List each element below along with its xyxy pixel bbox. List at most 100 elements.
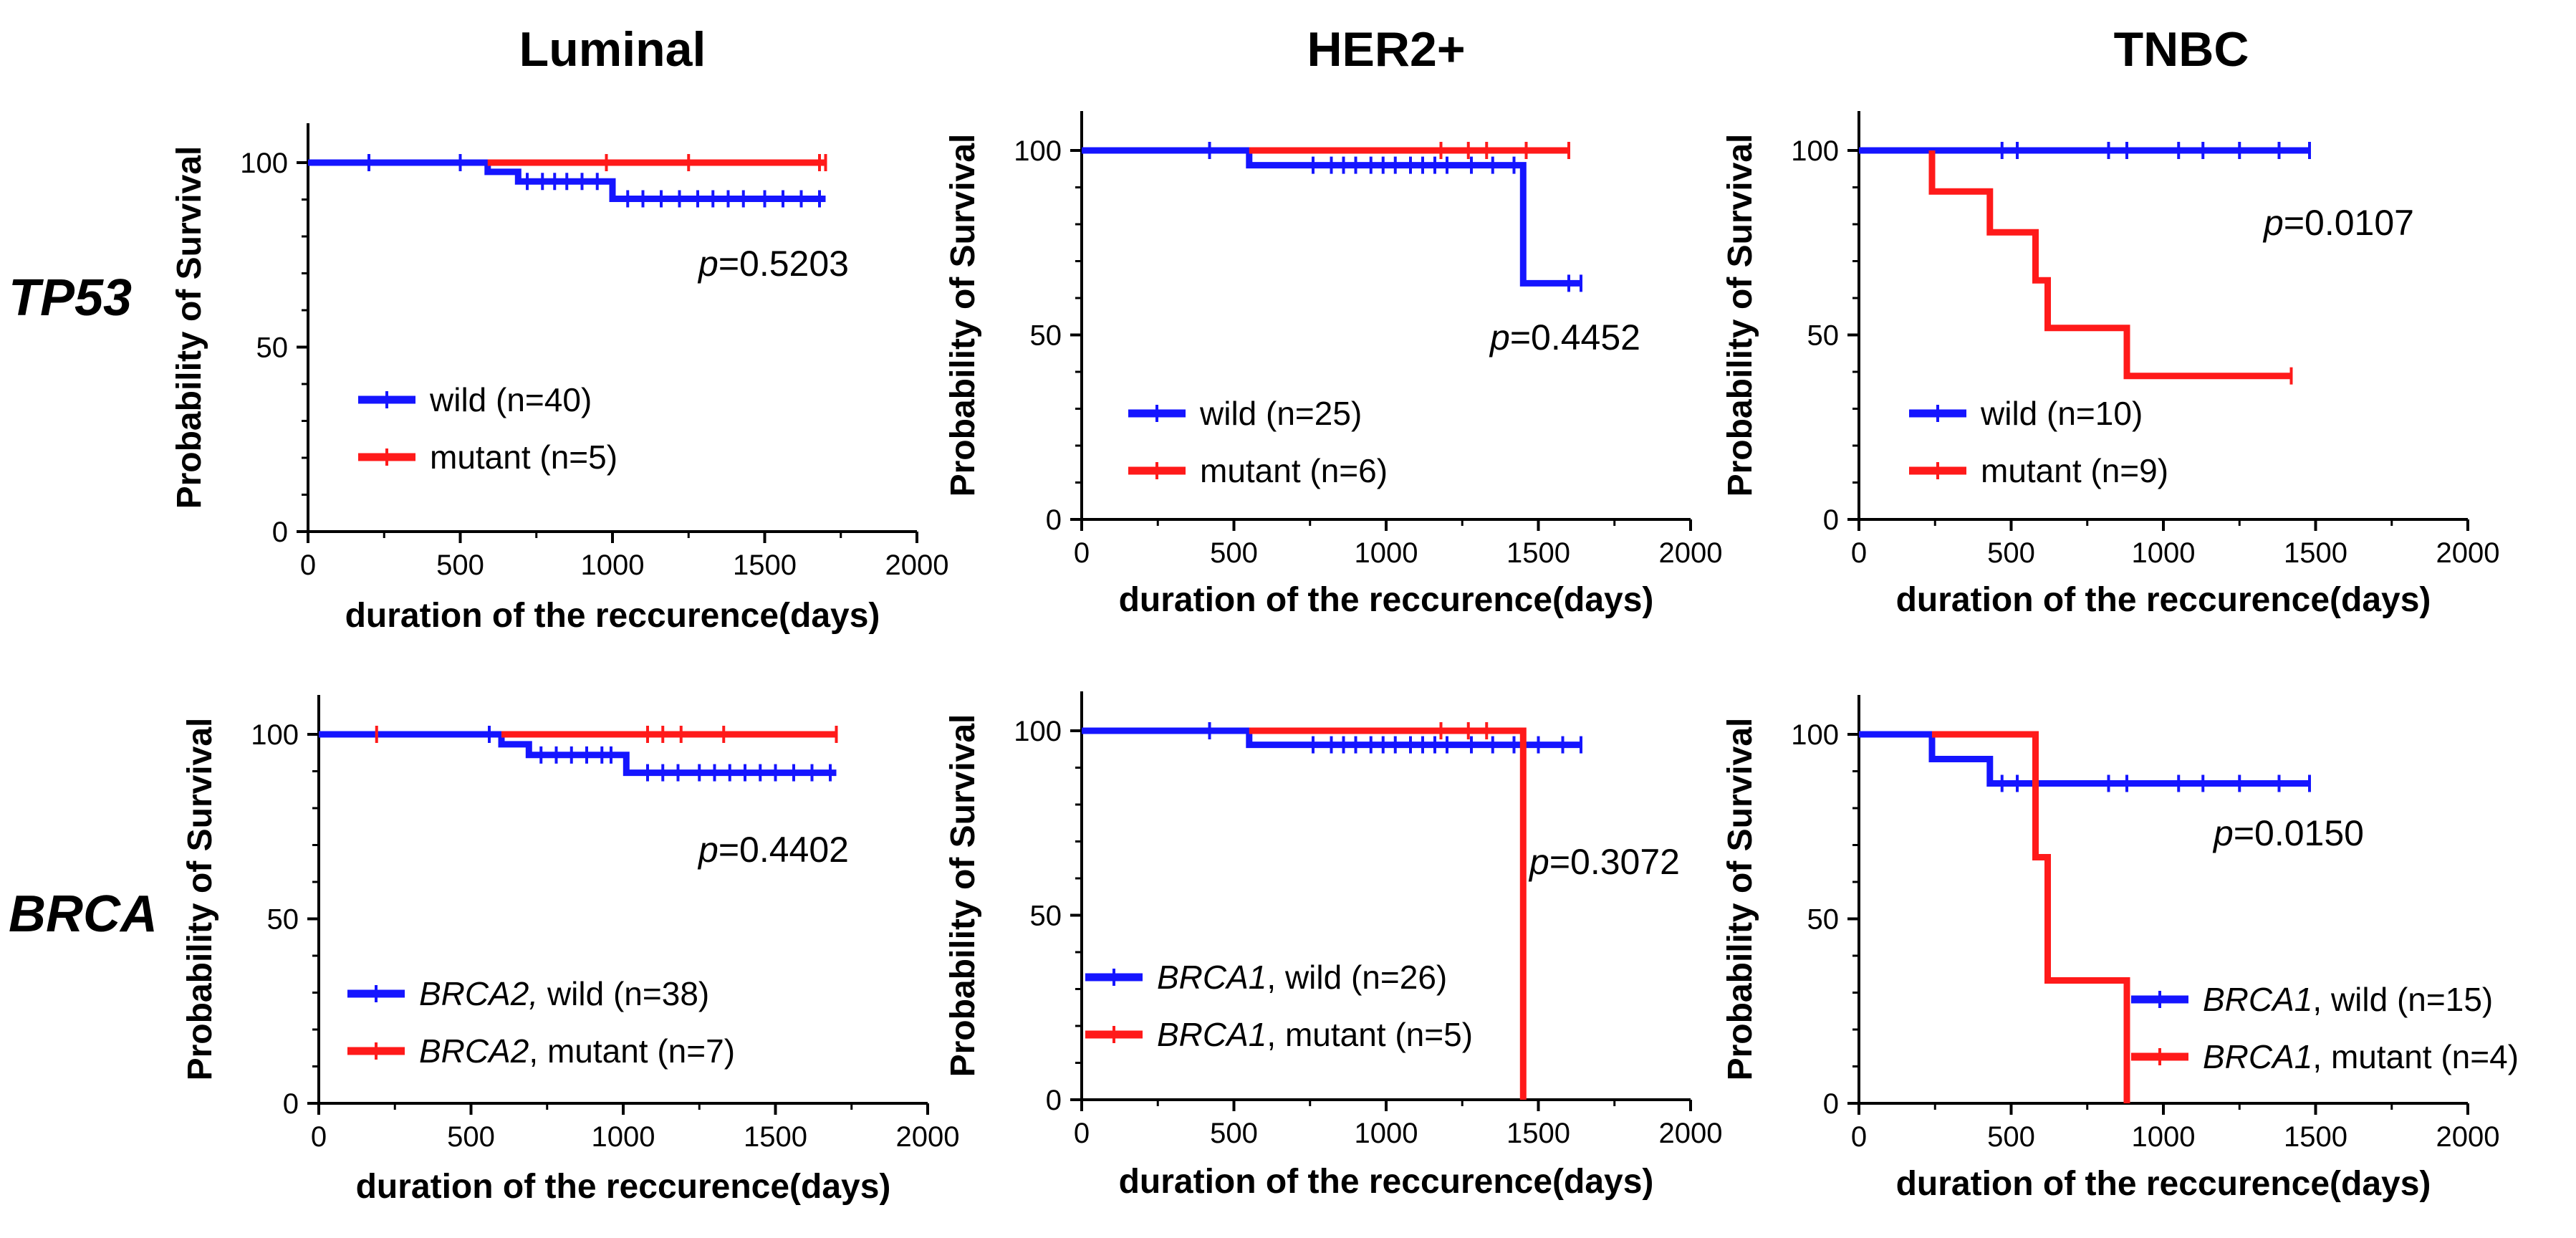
- p-value: p=0.5203: [697, 244, 849, 284]
- x-tick-label: 1500: [2284, 537, 2347, 569]
- legend-group: wild (n=10): [1980, 395, 2143, 432]
- p-value: p=0.0107: [2262, 203, 2414, 243]
- survival-line-1: [1249, 727, 1527, 1100]
- p-number: =0.3072: [1549, 842, 1680, 882]
- p-number: =0.0150: [2234, 813, 2364, 853]
- p-symbol: p: [697, 244, 719, 284]
- y-tick-label: 50: [267, 904, 299, 936]
- x-tick-label: 500: [436, 550, 484, 581]
- survival-line-0: [1859, 731, 2310, 787]
- x-tick-label: 1500: [1506, 537, 1570, 569]
- y-tick-label: 50: [1807, 904, 1840, 936]
- legend-group: mutant (n=9): [1981, 452, 2168, 489]
- x-tick-label: 1000: [2132, 1121, 2196, 1153]
- legend-group: , wild (n=26): [1267, 959, 1447, 996]
- y-tick-label: 50: [1807, 320, 1840, 352]
- y-tick-label: 0: [1046, 504, 1062, 536]
- legend-label-0: BRCA1, wild (n=26): [1157, 959, 1447, 996]
- x-tick-label: 2000: [2436, 1121, 2500, 1153]
- x-axis-title: duration of the reccurence(days): [356, 1168, 891, 1206]
- legend-label-0: wild (n=25): [1199, 395, 1362, 432]
- y-tick-label: 0: [283, 1088, 299, 1120]
- x-tick-label: 1000: [1355, 1118, 1418, 1149]
- x-tick-label: 1000: [581, 550, 645, 581]
- x-tick-label: 1500: [733, 550, 797, 581]
- x-tick-label: 2000: [885, 550, 949, 581]
- p-symbol: p: [697, 830, 719, 870]
- p-symbol: p: [1489, 317, 1510, 358]
- p-number: =0.4402: [719, 830, 849, 870]
- legend-gene: BRCA2,: [419, 975, 538, 1012]
- p-value: p=0.4452: [1489, 317, 1640, 358]
- y-axis-title: Probability of Survival: [170, 146, 208, 509]
- x-tick-label: 0: [1074, 1118, 1090, 1149]
- legend-label-1: BRCA1, mutant (n=4): [2203, 1038, 2519, 1075]
- legend-group: , mutant (n=5): [1267, 1016, 1473, 1053]
- x-tick-label: 500: [1210, 537, 1258, 569]
- y-tick-label: 0: [272, 517, 288, 548]
- survival-line-0: [1082, 147, 1581, 287]
- x-tick-label: 1500: [1506, 1118, 1570, 1149]
- legend-gene: BRCA2: [419, 1032, 529, 1070]
- survival-line-0: [1082, 727, 1581, 749]
- x-tick-label: 500: [1987, 537, 2035, 569]
- x-tick-label: 1000: [1355, 537, 1418, 569]
- x-axis-title: duration of the reccurence(days): [1119, 581, 1654, 619]
- legend-gene: BRCA1: [2203, 981, 2312, 1018]
- y-axis-title: Probability of Survival: [944, 714, 982, 1078]
- x-axis-title: duration of the reccurence(days): [1119, 1163, 1654, 1201]
- legend-group: mutant (n=5): [430, 438, 617, 476]
- y-tick-label: 0: [1823, 504, 1839, 536]
- x-tick-label: 1500: [744, 1121, 807, 1153]
- y-tick-label: 100: [1014, 135, 1062, 167]
- x-tick-label: 0: [1851, 537, 1867, 569]
- x-tick-label: 0: [311, 1121, 327, 1153]
- x-tick-label: 2000: [1659, 537, 1723, 569]
- y-tick-label: 100: [1014, 716, 1062, 747]
- chart-brca-luminal: 0 500 1000 1500 2000 0 50 100 duration of the re…: [181, 695, 959, 1206]
- p-number: =0.5203: [719, 244, 849, 284]
- p-number: =0.4452: [1510, 317, 1640, 358]
- y-axis-title: Probability of Survival: [1721, 718, 1759, 1081]
- x-tick-label: 0: [1851, 1121, 1867, 1153]
- survival-line-1: [1928, 150, 2292, 380]
- p-symbol: p: [2262, 203, 2284, 243]
- legend-group: , mutant (n=7): [529, 1032, 735, 1070]
- legend-label-0: wild (n=10): [1980, 395, 2143, 432]
- legend-gene: BRCA1: [1157, 959, 1267, 996]
- legend-label-1: mutant (n=5): [430, 438, 617, 476]
- legend-group: , mutant (n=4): [2312, 1038, 2519, 1075]
- x-tick-label: 0: [1074, 537, 1090, 569]
- y-axis-title: Probability of Survival: [181, 718, 219, 1081]
- legend-group: wild (n=25): [1199, 395, 1362, 432]
- y-tick-label: 100: [251, 719, 299, 751]
- chart-tp53-tnbc: 0 500 1000 1500 2000 0 50 100 duration of the re…: [1721, 111, 2499, 619]
- x-tick-label: 0: [300, 550, 316, 581]
- legend-label-1: BRCA1, mutant (n=5): [1157, 1016, 1473, 1053]
- x-tick-label: 500: [1210, 1118, 1258, 1149]
- chart-brca-tnbc: 0 500 1000 1500 2000 0 50 100 duration of the re…: [1721, 695, 2519, 1203]
- y-axis-title: Probability of Survival: [944, 134, 982, 497]
- x-axis-title: duration of the reccurence(days): [1896, 1165, 2431, 1203]
- p-value: p=0.0150: [2212, 813, 2364, 853]
- x-tick-label: 1000: [2132, 537, 2196, 569]
- y-tick-label: 50: [1030, 901, 1062, 932]
- legend-label-0: BRCA1, wild (n=15): [2203, 981, 2493, 1018]
- y-axis-title: Probability of Survival: [1721, 134, 1759, 497]
- legend-gene: BRCA1: [2203, 1038, 2312, 1075]
- p-number: =0.0107: [2284, 203, 2414, 243]
- y-tick-label: 100: [240, 148, 288, 179]
- survival-line-0: [319, 731, 837, 777]
- p-value: p=0.3072: [1528, 842, 1680, 882]
- legend-group: wild (n=38): [538, 975, 709, 1012]
- legend-label-1: mutant (n=6): [1200, 452, 1388, 489]
- y-tick-label: 100: [1791, 135, 1839, 167]
- column-title-her2: HER2+: [1307, 22, 1466, 77]
- row-label-brca: BRCA: [9, 886, 158, 943]
- x-tick-label: 500: [447, 1121, 495, 1153]
- legend-label-1: mutant (n=9): [1981, 452, 2168, 489]
- x-tick-label: 1000: [592, 1121, 655, 1153]
- chart-tp53-her2: 0 500 1000 1500 2000 0 50 100 duration of the re…: [944, 111, 1722, 619]
- survival-line-1: [1932, 731, 2130, 1103]
